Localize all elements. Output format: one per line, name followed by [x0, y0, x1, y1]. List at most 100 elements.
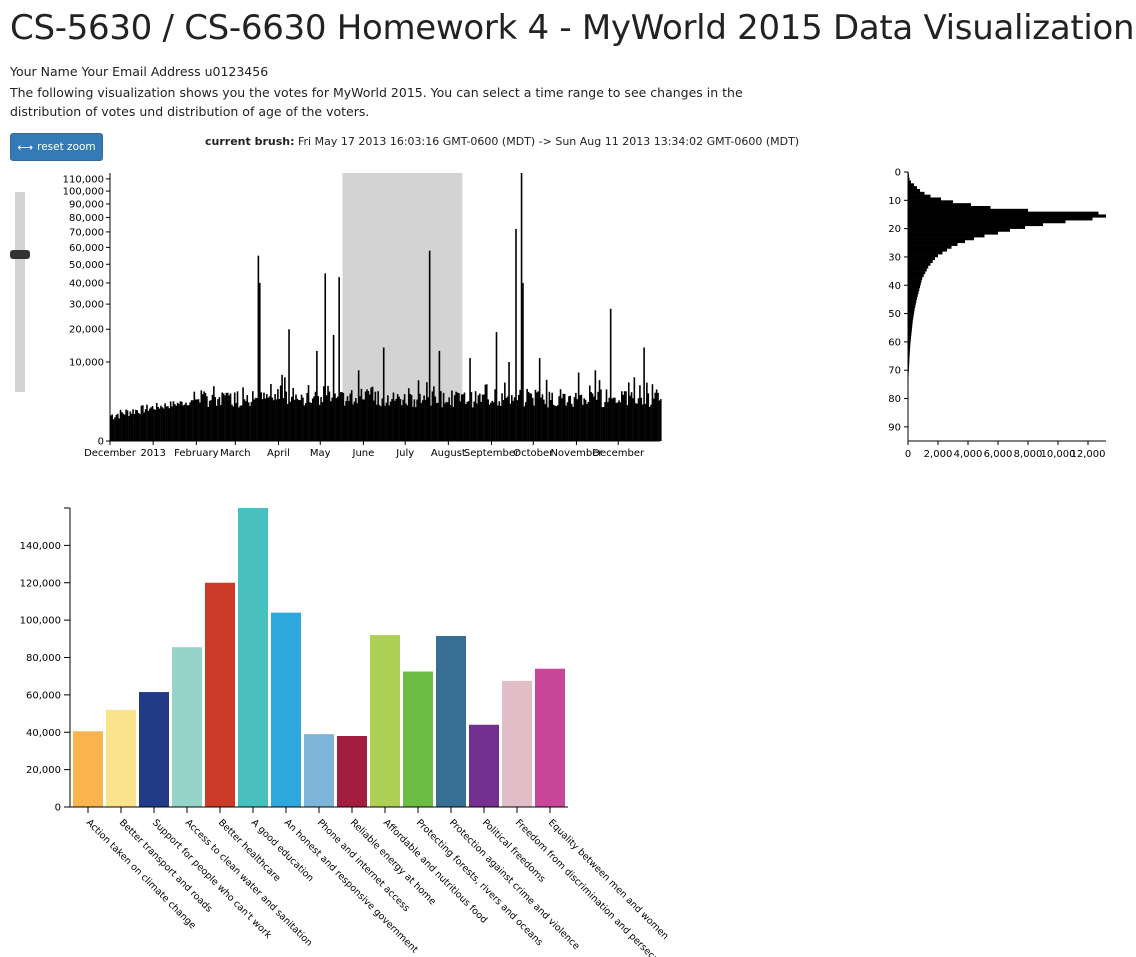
vote-bar — [130, 413, 133, 441]
vote-bar — [236, 391, 239, 441]
priority-bar — [436, 636, 466, 807]
vote-bar — [307, 385, 310, 441]
vote-bar — [559, 389, 562, 441]
vote-bar — [235, 403, 237, 441]
vote-bar — [508, 361, 510, 441]
vote-bar — [297, 400, 300, 441]
age-y-axis: 0 10 20 30 40 50 60 70 80 90 — [888, 168, 909, 441]
y-tick-label: 40,000 — [69, 278, 104, 289]
vote-bar — [398, 396, 400, 441]
vote-bar — [618, 400, 620, 441]
vote-bar — [382, 347, 385, 441]
vote-bar — [375, 404, 378, 441]
vote-bar — [342, 392, 345, 441]
priority-bar — [304, 734, 334, 807]
x-tick-label: Political freedoms — [480, 817, 547, 884]
vote-bar — [199, 402, 201, 441]
y-tick-label: 50,000 — [69, 260, 104, 271]
vote-bar — [208, 400, 211, 441]
vote-bar — [561, 398, 563, 441]
vote-bar — [122, 413, 125, 441]
vote-bar — [139, 413, 141, 441]
vote-bar — [577, 372, 580, 441]
vote-bar — [360, 388, 363, 441]
votes-over-time-chart[interactable]: 0 10,000 20,000 30,000 40,000 50,000 60,000 70,… — [63, 165, 670, 465]
vote-bar — [292, 388, 295, 441]
vote-bar — [231, 404, 233, 441]
vote-bar — [265, 394, 268, 441]
age-bar — [908, 228, 1010, 232]
vote-bar — [350, 390, 353, 441]
vote-bar — [630, 392, 633, 441]
vote-bar — [121, 412, 123, 441]
vote-bar — [222, 393, 225, 441]
x-axis: December 2013 February March April May June Jul… — [84, 440, 660, 459]
vote-bar — [114, 417, 116, 441]
vote-bar — [644, 403, 647, 441]
vote-bar — [573, 397, 576, 441]
vote-bar — [527, 391, 530, 441]
vote-bar — [478, 393, 481, 441]
reset-zoom-button[interactable]: ⟷ reset zoom — [10, 133, 103, 161]
vote-bar — [126, 410, 129, 441]
vote-bar — [197, 399, 200, 441]
vote-bar — [368, 394, 371, 441]
vote-bar — [247, 402, 250, 441]
vote-bar — [653, 398, 655, 441]
vote-bar — [396, 394, 399, 441]
vote-bar — [473, 401, 476, 441]
vote-bar — [582, 404, 584, 441]
vote-bar — [174, 404, 176, 441]
vote-bar — [123, 414, 126, 441]
age-bar — [908, 279, 922, 283]
vote-bar — [590, 392, 592, 441]
y-tick-label: 70 — [888, 366, 901, 377]
vote-bar — [463, 392, 466, 441]
vote-bar — [289, 401, 292, 441]
x-tick-label: 12,000 — [1071, 449, 1106, 460]
vote-bar — [293, 399, 296, 441]
age-bar — [908, 285, 920, 289]
zoom-slider[interactable] — [10, 192, 30, 392]
age-bar — [908, 242, 958, 246]
vote-bar — [348, 400, 350, 441]
vote-bar — [154, 409, 157, 441]
y-tick-label: 40 — [888, 281, 901, 292]
age-bar — [908, 237, 974, 241]
vote-bar — [538, 358, 541, 441]
zoom-slider-handle[interactable] — [10, 249, 30, 259]
y-tick-label: 90,000 — [69, 199, 104, 210]
vote-bar — [179, 401, 182, 441]
vote-bar — [619, 402, 622, 441]
vote-bar — [583, 398, 586, 441]
age-bar — [908, 290, 919, 295]
vote-bar — [640, 397, 643, 441]
vote-bar — [409, 393, 411, 441]
vote-bar — [332, 334, 335, 441]
age-bar — [908, 214, 1106, 218]
vote-bar — [459, 401, 462, 441]
vote-bar — [374, 391, 377, 441]
vote-bar — [611, 398, 613, 441]
x-tick-label: March — [220, 448, 250, 459]
vote-bar — [246, 395, 249, 441]
x-tick-label: July — [395, 448, 414, 459]
vote-bar — [622, 394, 625, 441]
vote-bar — [608, 397, 611, 441]
vote-bar — [428, 250, 431, 441]
age-bar — [908, 347, 911, 351]
vote-bar — [389, 401, 392, 441]
vote-bar — [203, 391, 205, 441]
vote-bar — [143, 412, 146, 441]
y-tick-label: 60,000 — [26, 690, 61, 701]
vote-bar — [213, 386, 215, 441]
vote-bar — [275, 399, 278, 441]
vote-bar — [313, 396, 315, 441]
age-bar — [908, 344, 911, 348]
vote-bar — [414, 407, 417, 441]
x-tick-label: October — [513, 448, 554, 459]
vote-bar — [565, 405, 567, 441]
priority-bar — [205, 582, 235, 807]
vote-bar — [556, 405, 559, 441]
vote-bar — [491, 400, 494, 441]
